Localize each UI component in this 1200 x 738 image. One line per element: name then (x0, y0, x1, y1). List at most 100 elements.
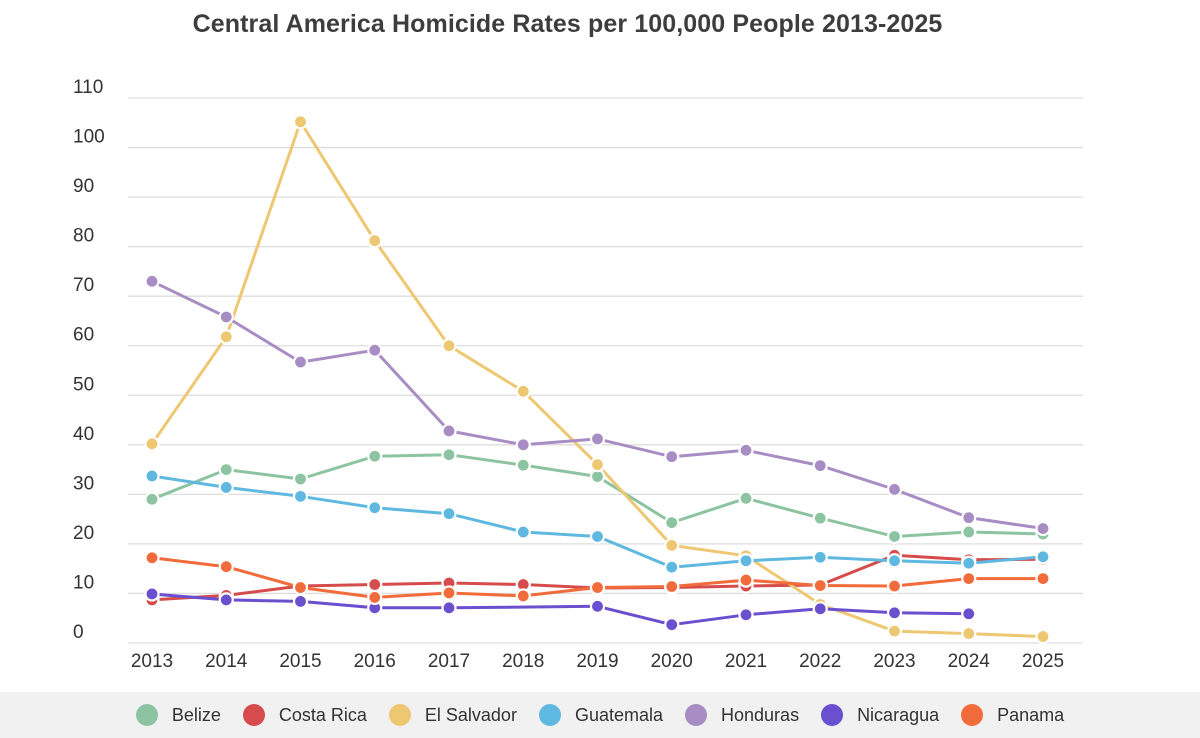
chart-title: Central America Homicide Rates per 100,0… (192, 10, 943, 38)
data-point-el-salvador (292, 114, 309, 130)
legend-label: Honduras (721, 704, 800, 725)
data-point-belize (738, 490, 754, 506)
data-point-nicaragua (441, 600, 457, 616)
data-point-nicaragua (144, 586, 160, 602)
legend-item-nicaragua[interactable]: Nicaragua (821, 704, 939, 726)
x-tick-label: 2021 (725, 651, 767, 672)
data-point-honduras (664, 449, 680, 465)
data-point-el-salvador (589, 457, 606, 473)
y-tick-label: 10 (73, 572, 94, 593)
x-tick-label: 2018 (502, 651, 544, 672)
legend-item-guatemala[interactable]: Guatemala (538, 704, 664, 726)
y-tick-label: 20 (73, 523, 94, 544)
data-point-el-salvador (664, 537, 680, 553)
legend-label: El Salvador (424, 704, 517, 725)
x-tick-label: 2022 (799, 651, 841, 672)
data-point-guatemala (1035, 549, 1051, 565)
data-point-nicaragua (886, 605, 903, 621)
y-tick-label: 80 (73, 226, 94, 247)
chart-legend: Belize Costa Rica El Salvador Guatemala Hond… (0, 692, 1200, 738)
data-point-guatemala (218, 479, 234, 496)
legend-marker-icon (242, 704, 265, 726)
y-tick-label: 60 (73, 325, 94, 346)
legend-marker-icon (961, 704, 984, 726)
data-point-panama (886, 578, 903, 594)
data-point-nicaragua (664, 617, 680, 633)
data-point-honduras (812, 458, 828, 474)
data-point-honduras (441, 423, 457, 439)
data-point-el-salvador (218, 329, 234, 345)
x-tick-label: 2016 (354, 651, 396, 672)
data-point-el-salvador (886, 623, 903, 639)
x-tick-label: 2015 (279, 651, 321, 672)
data-point-belize (886, 528, 903, 545)
data-point-honduras (515, 437, 531, 453)
data-point-el-salvador (961, 625, 977, 642)
data-point-el-salvador (441, 338, 457, 354)
x-tick-label: 2024 (948, 651, 991, 672)
legend-label: Panama (997, 704, 1065, 725)
y-tick-label: 70 (73, 275, 94, 296)
x-tick-label: 2013 (131, 651, 173, 672)
x-tick-label: 2019 (576, 651, 618, 672)
legend-label: Belize (171, 704, 221, 725)
data-point-panama (218, 559, 234, 575)
data-point-nicaragua (589, 598, 606, 614)
data-point-belize (812, 510, 828, 526)
data-point-guatemala (144, 468, 160, 484)
data-point-nicaragua (961, 606, 977, 622)
legend-marker-icon (388, 704, 411, 726)
data-point-panama (292, 579, 309, 596)
x-tick-label: 2014 (205, 651, 248, 672)
data-point-guatemala (886, 553, 903, 569)
data-point-guatemala (664, 559, 680, 575)
legend-item-panama[interactable]: Panama (961, 704, 1064, 726)
data-point-honduras (1035, 520, 1051, 537)
data-point-panama (812, 577, 828, 594)
legend-label: Costa Rica (278, 704, 367, 725)
data-point-belize (367, 448, 383, 464)
data-point-panama (738, 572, 754, 588)
data-point-panama (961, 570, 977, 587)
y-tick-label: 90 (73, 176, 94, 197)
series-line-honduras (150, 279, 1045, 530)
data-point-honduras (738, 442, 754, 458)
data-point-panama (144, 550, 160, 566)
legend-marker-icon (821, 704, 844, 726)
series-line-el-salvador (150, 120, 1045, 639)
y-tick-label: 100 (73, 127, 105, 148)
data-point-guatemala (812, 549, 828, 565)
legend-item-honduras[interactable]: Honduras (685, 704, 799, 726)
legend-item-belize[interactable]: Belize (135, 704, 221, 726)
data-point-costa-rica (367, 576, 383, 593)
chart-plot-area: 0 10 20 30 40 50 60 70 80 90 100 110 2013 2014 2015 201… (73, 77, 1083, 672)
data-point-panama (441, 585, 457, 601)
data-point-belize (144, 491, 160, 507)
y-tick-label: 30 (73, 473, 94, 494)
legend-marker-icon (685, 704, 708, 726)
data-point-el-salvador (515, 383, 531, 399)
data-point-panama (515, 588, 531, 604)
legend-label: Guatemala (574, 704, 664, 725)
data-point-el-salvador (144, 436, 160, 452)
data-point-guatemala (367, 500, 383, 516)
data-point-nicaragua (812, 601, 828, 617)
legend-item-el-salvador[interactable]: El Salvador (388, 704, 517, 726)
legend-label: Nicaragua (857, 704, 940, 725)
data-point-belize (218, 461, 234, 478)
x-tick-label: 2017 (428, 651, 470, 672)
data-point-guatemala (961, 555, 977, 571)
data-point-belize (441, 447, 457, 463)
legend-item-costa-rica[interactable]: Costa Rica (242, 704, 367, 726)
data-point-belize (961, 524, 977, 540)
data-point-belize (292, 471, 309, 487)
y-tick-label: 50 (73, 374, 94, 395)
y-tick-label: 110 (73, 77, 103, 98)
x-tick-label: 2023 (873, 651, 915, 672)
data-point-nicaragua (218, 592, 234, 608)
x-tick-label: 2025 (1022, 651, 1064, 672)
data-point-guatemala (589, 528, 606, 545)
data-point-honduras (961, 510, 977, 526)
series-line-guatemala (150, 474, 1045, 569)
y-tick-label: 40 (73, 424, 94, 445)
